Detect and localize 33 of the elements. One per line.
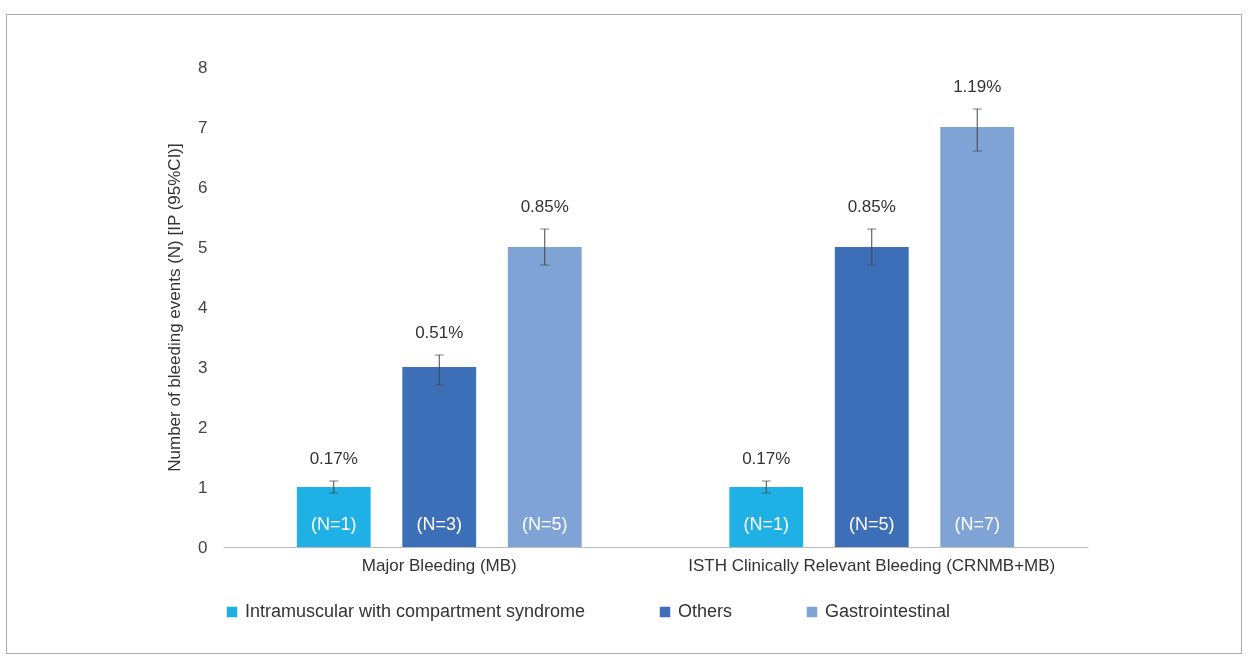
annotation: 0.85% <box>520 197 569 216</box>
bar <box>940 127 1015 547</box>
legend-label: Intramuscular with compartment syndrome <box>245 601 586 621</box>
legend-label: Others <box>678 601 733 621</box>
bar <box>402 367 477 547</box>
x-tick-label: Major Bleeding (MB) <box>361 555 517 575</box>
annotation: 0.85% <box>847 197 896 216</box>
x-tick-label: ISTH Clinically Relevant Bleeding (CRNMB+MB) <box>688 555 1056 575</box>
y-tick-label: 7 <box>198 117 208 137</box>
y-tick-label: 6 <box>198 177 208 197</box>
data-label: (N=5) <box>521 514 568 534</box>
annotation: 1.19% <box>953 77 1002 96</box>
annotation: 0.17% <box>742 449 791 468</box>
y-tick-label: 4 <box>198 297 208 317</box>
data-label: (N=1) <box>311 514 357 534</box>
bar <box>296 487 371 547</box>
y-tick-label: 3 <box>198 357 208 377</box>
data-label: (N=1) <box>743 514 790 534</box>
legend-label: Gastrointestinal <box>825 601 951 621</box>
y-axis-title: Number of bleeding events (N) [IP (95%CI)] <box>165 143 185 472</box>
bar <box>834 247 909 547</box>
annotation: 0.51% <box>415 323 464 342</box>
y-tick-label: 8 <box>198 57 208 77</box>
data-label: (N=3) <box>416 514 463 534</box>
data-label: (N=7) <box>954 514 1000 534</box>
annotation: 0.17% <box>309 449 358 468</box>
y-tick-label: 2 <box>198 417 208 437</box>
bar <box>507 247 582 547</box>
bar <box>729 487 804 547</box>
y-tick-label: 0 <box>198 537 208 557</box>
y-tick-label: 1 <box>198 477 208 497</box>
data-label: (N=5) <box>848 514 895 534</box>
y-tick-label: 5 <box>198 237 208 257</box>
